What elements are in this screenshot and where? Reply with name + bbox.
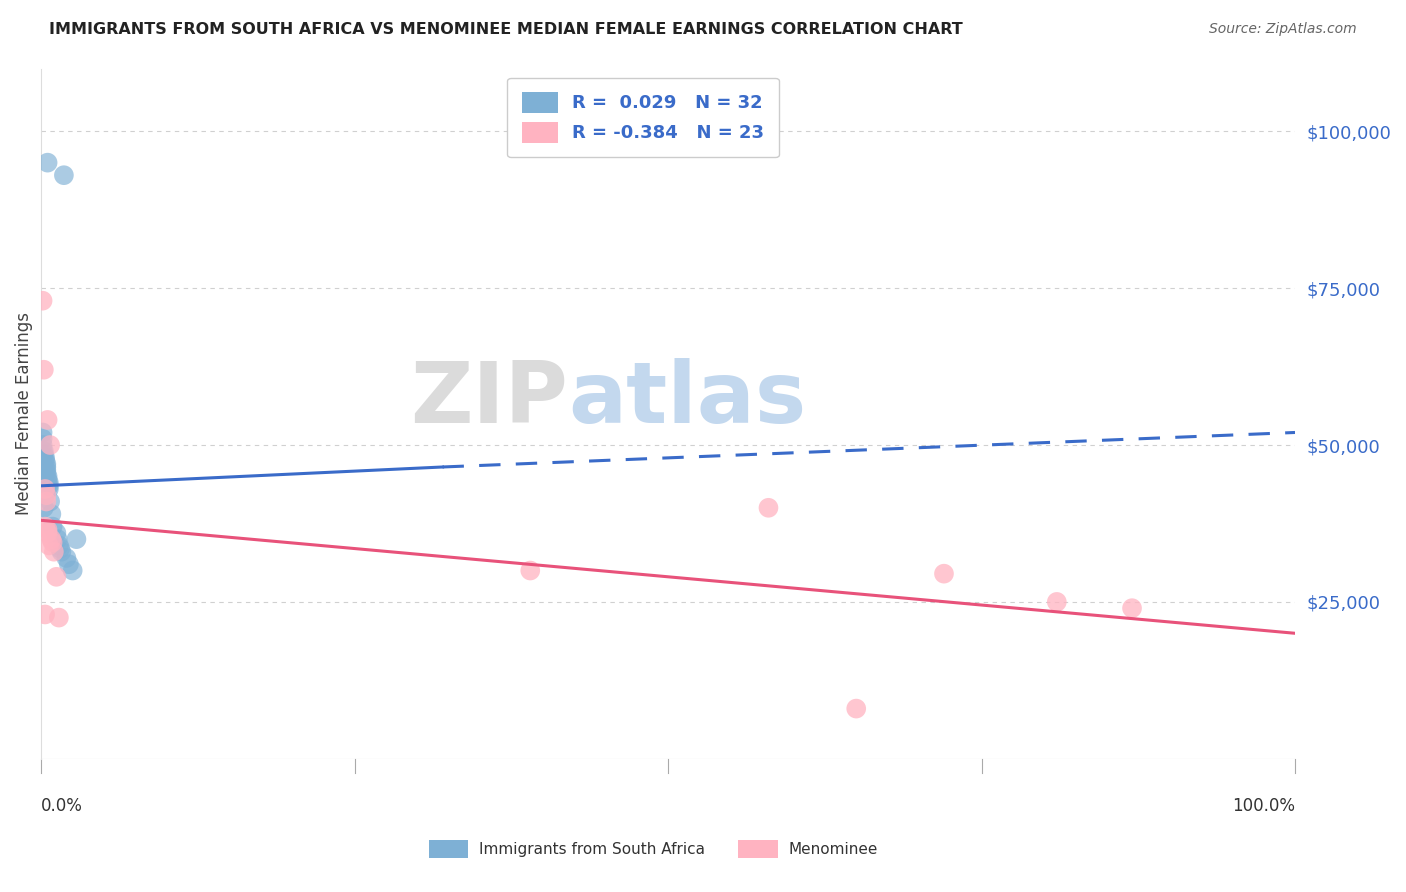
Point: [58, 558, 80, 572]
Point: [41, 532, 63, 546]
Point: [1121, 601, 1143, 615]
Point: [32, 500, 55, 515]
Text: Immigrants from South Africa: Immigrants from South Africa: [479, 842, 706, 856]
Point: [34, 607, 56, 622]
Point: [51, 545, 73, 559]
Point: [37, 155, 59, 169]
Point: [35, 463, 58, 477]
Point: [45, 525, 67, 540]
Text: ZIP: ZIP: [411, 359, 568, 442]
Point: [932, 566, 955, 581]
Point: [34, 482, 56, 496]
Point: [35, 467, 58, 481]
Point: [31, 432, 53, 446]
Point: [34, 453, 56, 467]
Point: [35, 488, 58, 502]
Point: [38, 538, 60, 552]
Point: [32, 447, 55, 461]
Point: [41, 535, 63, 549]
Point: [41, 507, 63, 521]
Point: [31, 425, 53, 440]
Point: [38, 479, 60, 493]
Point: [34, 519, 56, 533]
Point: [65, 532, 87, 546]
Point: [46, 532, 69, 546]
Text: 0.0%: 0.0%: [41, 797, 83, 814]
Point: [37, 523, 59, 537]
Text: 100.0%: 100.0%: [1232, 797, 1295, 814]
Point: [38, 482, 60, 496]
Point: [34, 450, 56, 465]
Point: [52, 168, 75, 182]
Point: [31, 438, 53, 452]
Point: [37, 469, 59, 483]
Text: Source: ZipAtlas.com: Source: ZipAtlas.com: [1209, 22, 1357, 37]
Point: [32, 444, 55, 458]
Text: IMMIGRANTS FROM SOUTH AFRICA VS MENOMINEE MEDIAN FEMALE EARNINGS CORRELATION CHA: IMMIGRANTS FROM SOUTH AFRICA VS MENOMINE…: [49, 22, 963, 37]
Point: [519, 564, 541, 578]
Point: [758, 500, 780, 515]
Text: Menominee: Menominee: [789, 842, 879, 856]
Point: [31, 293, 53, 308]
Point: [845, 701, 868, 715]
Point: [62, 564, 84, 578]
Point: [37, 473, 59, 487]
Point: [45, 570, 67, 584]
Legend: R =  0.029   N = 32, R = -0.384   N = 23: R = 0.029 N = 32, R = -0.384 N = 23: [508, 78, 779, 157]
Point: [35, 494, 58, 508]
Bar: [738, 840, 778, 858]
Point: [37, 525, 59, 540]
Point: [49, 541, 72, 556]
Point: [39, 494, 62, 508]
Point: [38, 475, 60, 490]
Point: [35, 457, 58, 471]
Point: [37, 413, 59, 427]
Point: [48, 538, 70, 552]
Point: [1046, 595, 1069, 609]
Point: [32, 362, 55, 376]
Point: [35, 460, 58, 475]
Point: [41, 519, 63, 533]
Y-axis label: Median Female Earnings: Median Female Earnings: [15, 312, 32, 516]
Point: [39, 438, 62, 452]
Point: [55, 551, 77, 566]
Point: [48, 610, 70, 624]
Text: atlas: atlas: [568, 359, 806, 442]
Point: [42, 545, 65, 559]
Bar: [429, 840, 468, 858]
Point: [34, 488, 56, 502]
